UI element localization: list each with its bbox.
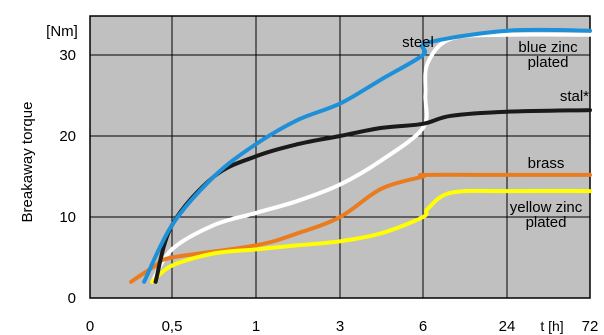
y-tick-label: 20 <box>59 128 76 145</box>
series-line-yellow-zinc-plated <box>150 188 592 284</box>
y-tick-label: 30 <box>59 47 76 64</box>
series-labels: steel blue zinc plated stal* brass yellow zin… <box>402 34 589 231</box>
x-tick-label: 3 <box>336 318 344 335</box>
x-tick-label: 6 <box>419 318 427 335</box>
series-label: brass <box>528 155 565 172</box>
axes: 0 10 20 30 0 0,5 1 3 6 24 72 [Nm] t [h] Breakaway tor… <box>19 23 598 335</box>
x-tick-label: 0 <box>86 318 94 335</box>
x-tick-label: 1 <box>252 318 260 335</box>
x-tick-label: 0,5 <box>162 318 183 335</box>
x-unit-label: t [h] <box>540 318 563 334</box>
x-tick-label: 24 <box>499 318 516 335</box>
y-unit-label: [Nm] <box>46 23 78 40</box>
series-line-steel <box>142 27 592 284</box>
y-tick-label: 0 <box>68 290 76 307</box>
series-lines <box>129 27 592 284</box>
plot-area <box>89 15 591 299</box>
y-tick-label: 10 <box>59 209 76 226</box>
series-label: steel <box>402 34 434 51</box>
series-label: blue zinc plated <box>518 39 578 71</box>
x-tick-label: 72 <box>582 318 599 335</box>
plot-frame <box>89 15 591 299</box>
series-label: stal* <box>560 88 589 105</box>
series-label: yellow zinc plated <box>510 199 583 231</box>
y-axis-title: Breakaway torque <box>19 102 36 223</box>
series-line-brass <box>129 172 592 284</box>
